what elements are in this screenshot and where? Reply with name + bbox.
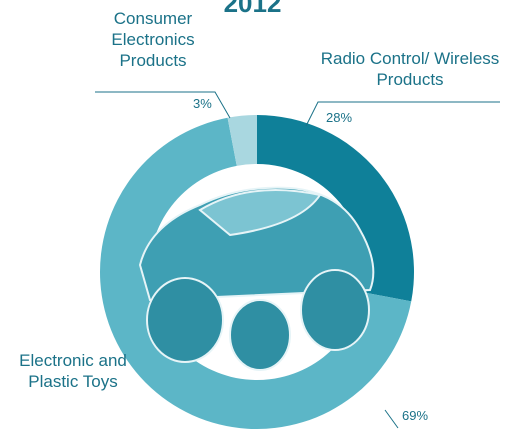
- leader-lines: [95, 91, 500, 429]
- leader-line: [305, 101, 500, 127]
- car-wheel: [146, 277, 224, 363]
- value-label: 69%: [402, 408, 429, 423]
- donut-slice: [257, 115, 414, 302]
- category-label: Consumer Electronics Products: [111, 9, 195, 70]
- chart-title: 2012: [223, 0, 282, 18]
- category-label: Electronic and Plastic Toys: [19, 351, 127, 391]
- car-body: [138, 186, 375, 302]
- category-label: Radio Control/ Wireless Products: [320, 49, 500, 89]
- car-window: [198, 189, 322, 237]
- leader-line: [384, 409, 399, 429]
- donut-slice: [227, 115, 257, 166]
- car-wheel: [300, 269, 370, 351]
- car-wheel: [229, 299, 291, 371]
- value-label: 3%: [193, 96, 212, 111]
- car-illustration: [138, 186, 375, 371]
- leader-line: [95, 91, 231, 119]
- value-label: 28%: [326, 110, 353, 125]
